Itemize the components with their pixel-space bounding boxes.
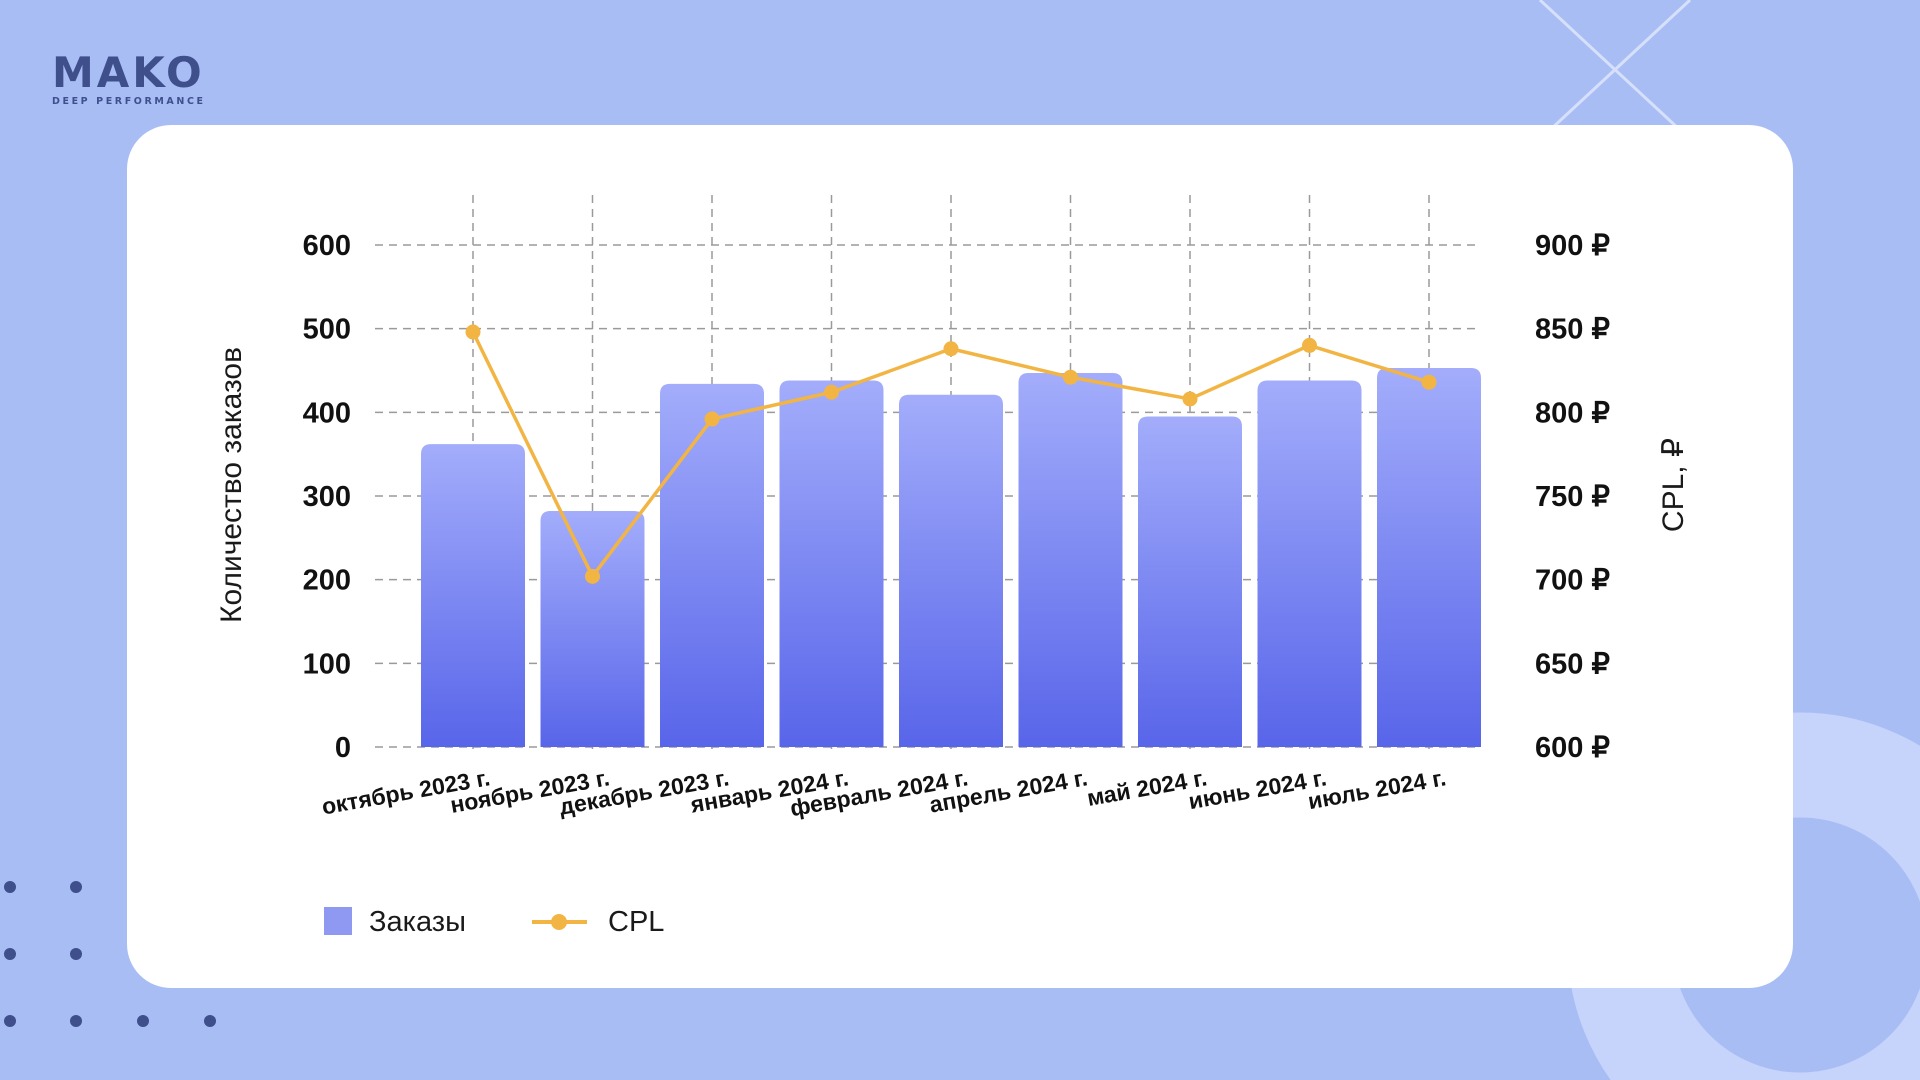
left-axis-ticks: 0 100 200 300 400 500 600 xyxy=(303,230,351,764)
legend-label-orders: Заказы xyxy=(369,906,466,938)
logo: MAKO DEEP PERFORMANCE xyxy=(52,48,232,108)
y-tick-label: 300 xyxy=(303,481,351,513)
y-tick-label: 600 xyxy=(303,230,351,262)
bar-orders xyxy=(1138,416,1242,747)
bar-orders xyxy=(899,394,1003,747)
bar-orders xyxy=(1257,380,1362,747)
cpl-point xyxy=(824,384,839,400)
decor-cross-line xyxy=(1538,0,1682,132)
legend-swatch-cpl-marker xyxy=(551,914,567,930)
legend-swatch-orders xyxy=(324,907,352,935)
y-right-tick-label: 750 ₽ xyxy=(1535,481,1610,513)
cpl-point xyxy=(585,568,600,584)
bar-orders xyxy=(1018,373,1123,747)
legend: Заказы CPL xyxy=(324,906,664,938)
y-axis-right-label: CPL, ₽ xyxy=(1657,438,1690,532)
y-tick-label: 500 xyxy=(303,314,351,346)
bar-orders xyxy=(779,380,884,747)
cpl-point xyxy=(1182,391,1198,407)
bar-orders xyxy=(660,383,764,747)
y-right-tick-label: 600 ₽ xyxy=(1535,732,1610,764)
y-tick-label: 400 xyxy=(303,397,351,429)
combo-chart: 0 100 200 300 400 500 600 600 ₽ 650 ₽ 700 ₽ 750 ₽… xyxy=(215,195,1690,938)
y-right-tick-label: 800 ₽ xyxy=(1535,397,1610,429)
right-axis-ticks: 600 ₽ 650 ₽ 700 ₽ 750 ₽ 800 ₽ 850 ₽ 900 ₽ xyxy=(1535,230,1610,764)
y-tick-label: 200 xyxy=(303,565,351,597)
y-tick-label: 0 xyxy=(335,732,351,764)
bars xyxy=(421,367,1481,747)
cpl-point xyxy=(1302,337,1317,353)
x-tick-label: июль 2024 г. xyxy=(1306,764,1448,814)
decor-cross-line xyxy=(1548,0,1692,132)
y-right-tick-label: 700 ₽ xyxy=(1535,565,1610,597)
bar-orders xyxy=(421,444,525,747)
bar-orders xyxy=(540,511,645,747)
y-axis-label: Количество заказов xyxy=(215,347,248,623)
bar-orders xyxy=(1377,367,1481,747)
decor-dots xyxy=(4,881,216,1027)
cpl-point xyxy=(704,411,720,427)
y-right-tick-label: 650 ₽ xyxy=(1535,648,1610,680)
y-right-tick-label: 900 ₽ xyxy=(1535,230,1610,262)
y-right-tick-label: 850 ₽ xyxy=(1535,314,1610,346)
cpl-point xyxy=(1063,369,1078,385)
y-tick-label: 100 xyxy=(303,648,351,680)
cpl-point xyxy=(943,341,959,357)
cpl-point xyxy=(465,324,481,340)
logo-tagline: DEEP PERFORMANCE xyxy=(52,96,206,107)
legend-label-cpl: CPL xyxy=(608,906,664,938)
logo-wordmark: MAKO xyxy=(52,48,205,97)
cpl-line-layer xyxy=(465,324,1437,584)
x-axis-ticks: октябрь 2023 г.ноябрь 2023 г.декабрь 202… xyxy=(320,764,1448,821)
chart-card: 0 100 200 300 400 500 600 600 ₽ 650 ₽ 700 ₽ 750 ₽… xyxy=(127,125,1793,988)
cpl-point xyxy=(1421,374,1437,390)
